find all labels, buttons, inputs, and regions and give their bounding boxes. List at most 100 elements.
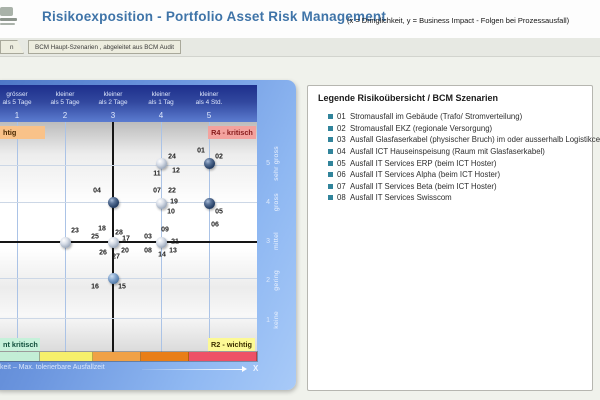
page-title: Risikoexposition - Portfolio Asset Risk … [42,9,387,24]
data-point-label-26: 26 [99,249,107,257]
data-point-label-07: 07 [153,187,161,195]
legend-bullet-icon [328,160,333,166]
quadrant-label-r1: nt kritisch [0,338,40,351]
matrix-column-headers: grösser als 5 Tage 1 kleiner als 5 Tage 2 klei… [0,85,257,122]
legend-title: Legende Risikoübersicht / BCM Szenarien [318,93,499,103]
risk-matrix-frame: grösser als 5 Tage 1 kleiner als 5 Tage 2 klei… [0,80,296,390]
legend-item-number: 03 [337,135,346,145]
row-label-text: sehr gross [273,145,280,181]
legend-item-number: 08 [337,193,346,203]
legend-item-text: Ausfall Glasfaserkabel (physischer Bruch… [350,135,600,145]
quadrant-label-r3: htig [0,126,45,139]
column-header-5: kleiner als 4 Std. 5 [185,91,233,120]
risk-colorbar [0,351,258,362]
row-label-sehr-gross: 5 sehr gross [262,143,292,183]
row-label-text: mittel [273,231,280,251]
column-header-number: 1 [14,110,20,120]
risk-matrix-plot: htig R4 - kritisch nt kritisch R2 - wich… [0,122,257,352]
data-point-label-21: 21 [171,238,179,246]
data-point-sphere [203,157,215,169]
data-point-label-19: 19 [170,198,178,206]
legend-item-text: Ausfall ICT Hauseinspeisung (Raum mit Gl… [350,147,545,157]
logo-fragment [0,7,20,33]
tab-partial[interactable]: n [0,40,24,54]
legend-item-03: 03 Ausfall Glasfaserkabel (physischer Bru… [328,134,600,146]
row-label-gering: 2 gering [262,260,292,300]
data-point-label-06: 06 [211,221,219,229]
legend-bullet-icon [328,172,333,178]
data-point-label-14: 14 [158,251,166,259]
column-header-number: 5 [206,110,212,120]
data-point-sphere [107,196,119,208]
data-point-label-13: 13 [169,247,177,255]
legend-bullet-icon [328,149,333,155]
gridline-horizontal [0,318,257,319]
legend-item-text: Ausfall IT Services Beta (beim ICT Hoste… [350,181,497,191]
legend-bullet-icon [328,195,333,201]
data-point-label-09: 09 [161,226,169,234]
column-header-number: 2 [62,110,68,120]
colorbar-segment-4 [141,352,189,361]
legend-item-text: Ausfall IT Services Swisscom [350,193,452,203]
legend-item-05: 05 Ausfall IT Services ERP (beim ICT Host… [328,157,600,169]
column-header-line2: als 4 Std. [195,99,223,107]
column-header-3: kleiner als 2 Tage 3 [89,91,137,120]
column-header-line2: als 2 Tage [98,99,128,107]
data-point-sphere [59,236,71,248]
row-label-text: keine [273,311,280,329]
tab-bcm-haupt-szenarien[interactable]: BCM Haupt-Szenarien , abgeleitet aus BCM… [28,40,181,54]
data-point-label-03: 03 [144,233,152,241]
colorbar-segment-5 [189,352,257,361]
data-point-label-05: 05 [215,208,223,216]
legend-item-number: 02 [337,123,346,133]
x-axis-end-label: X [253,364,259,373]
colorbar-segment-2 [40,352,93,361]
colorbar-segment-3 [93,352,141,361]
row-number: 2 [266,276,270,284]
row-label-gross: 4 gross [262,182,292,222]
legend-item-number: 01 [337,112,346,122]
row-label-text: gross [273,192,280,212]
data-point-label-17: 17 [122,235,130,243]
data-point-label-10: 10 [167,208,175,216]
data-point-label-22: 22 [168,187,176,195]
colorbar-segment-1 [0,352,40,361]
legend-item-list: 01 Stromausfall im Gebäude (Trafo/ Stromv… [328,111,600,204]
legend-item-text: Ausfall IT Services Alpha (beim ICT Host… [350,170,501,180]
legend-item-text: Stromausfall EKZ (regionale Versorgung) [350,123,493,133]
legend-item-04: 04 Ausfall ICT Hauseinspeisung (Raum mit … [328,146,600,158]
row-number: 3 [266,237,270,245]
data-point-label-01: 01 [197,147,205,155]
column-header-line2: als 5 Tage [2,99,32,107]
column-header-line2: als 5 Tage [50,99,80,107]
column-header-line2: als 1 Tag [148,99,174,107]
quadrant-label-r2: R2 - wichtig [208,338,255,351]
legend-bullet-icon [328,137,333,143]
data-point-label-02: 02 [215,153,223,161]
column-header-number: 4 [158,110,164,120]
legend-item-number: 04 [337,147,346,157]
data-point-label-18: 18 [98,225,106,233]
gridline-vertical [209,122,210,352]
x-axis-arrow-line [142,369,242,370]
data-point-label-24: 24 [168,153,176,161]
gridline-vertical [17,122,18,352]
gridline-horizontal [0,202,257,203]
data-point-label-11: 11 [153,170,161,178]
column-header-1: grösser als 5 Tage 1 [0,91,41,120]
data-point-label-08: 08 [144,247,152,255]
legend-item-06: 06 Ausfall IT Services Alpha (beim ICT Ho… [328,169,600,181]
row-number: 1 [266,316,270,324]
page-subtitle: (x = Dringlichkeit, y = Business Impact … [347,16,570,25]
row-number: 5 [266,159,270,167]
legend-item-number: 07 [337,181,346,191]
data-point-label-04: 04 [93,187,101,195]
title-bar: Risikoexposition - Portfolio Asset Risk … [0,0,600,38]
legend-item-number: 05 [337,158,346,168]
data-point-label-28: 28 [115,229,123,237]
legend-item-number: 06 [337,170,346,180]
data-point-label-27: 27 [112,253,120,261]
column-header-4: kleiner als 1 Tag 4 [137,91,185,120]
data-point-label-23: 23 [71,227,79,235]
